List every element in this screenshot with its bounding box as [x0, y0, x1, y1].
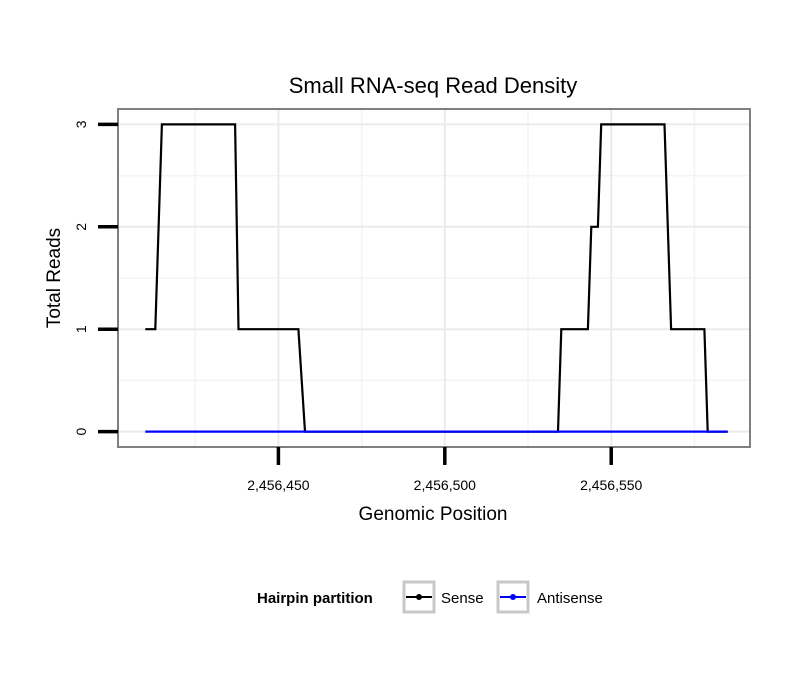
legend-point-antisense — [510, 594, 516, 600]
legend-entry-sense: Sense — [402, 580, 484, 614]
y-tick-label: 1 — [73, 325, 89, 333]
x-axis: 2,456,450 2,456,500 2,456,550 — [247, 447, 643, 493]
y-tick-label: 0 — [73, 428, 89, 436]
y-axis-title: Total Reads — [44, 228, 65, 328]
y-tick-label: 3 — [73, 120, 89, 128]
x-tick-label: 2,456,500 — [414, 477, 476, 493]
x-axis-title: Genomic Position — [359, 504, 508, 525]
chart-title: Small RNA-seq Read Density — [289, 73, 578, 98]
x-tick-label: 2,456,450 — [247, 477, 309, 493]
grid — [118, 109, 750, 447]
legend: Hairpin partition Sense Antisense — [257, 580, 603, 614]
legend-label-sense: Sense — [441, 590, 484, 607]
series-lines — [145, 123, 728, 433]
y-axis: 0 1 2 3 — [73, 120, 118, 436]
x-tick-label: 2,456,550 — [580, 477, 642, 493]
plot-panel-border — [117, 108, 751, 448]
legend-label-antisense: Antisense — [537, 590, 603, 607]
series-line-sense — [145, 123, 728, 433]
legend-point-sense — [416, 594, 422, 600]
y-tick-label: 2 — [73, 223, 89, 231]
legend-title: Hairpin partition — [257, 590, 373, 607]
legend-entry-antisense: Antisense — [496, 580, 603, 614]
